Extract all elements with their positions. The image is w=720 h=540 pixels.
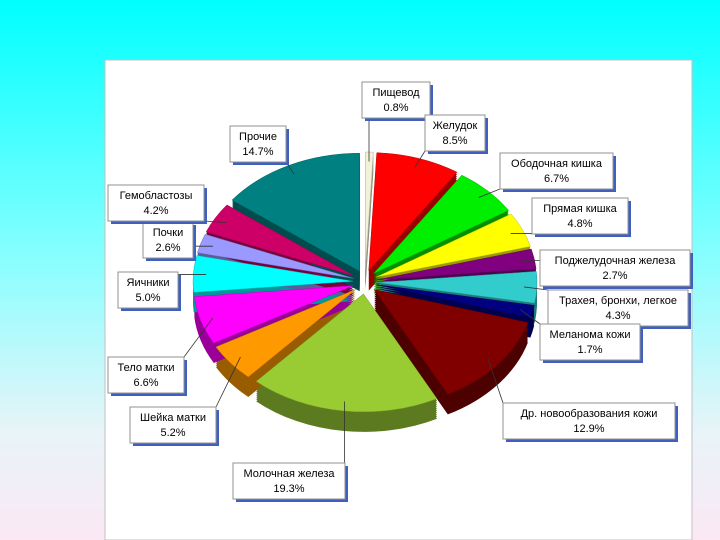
category-label: Пищевод bbox=[372, 87, 420, 99]
category-label: Меланома кожи bbox=[550, 329, 631, 341]
category-label: Прочие bbox=[239, 131, 277, 143]
leader-line bbox=[203, 220, 227, 223]
category-label: Прямая кишка bbox=[543, 203, 617, 215]
slice bbox=[375, 213, 531, 278]
label-box bbox=[107, 356, 185, 394]
slice bbox=[368, 152, 458, 272]
leader-line bbox=[487, 358, 504, 404]
leader-line bbox=[519, 309, 541, 325]
label-box bbox=[107, 184, 205, 222]
slice bbox=[205, 204, 355, 277]
category-label: Тело матки bbox=[117, 362, 174, 374]
category-label: Желудок bbox=[433, 120, 478, 132]
label-box bbox=[229, 125, 287, 163]
slice bbox=[193, 285, 354, 344]
leader-line bbox=[478, 188, 501, 198]
slice bbox=[376, 284, 535, 318]
value-label: 6.6% bbox=[133, 377, 158, 389]
label-box bbox=[142, 221, 194, 259]
category-label: Гемобластозы bbox=[120, 190, 193, 202]
value-label: 4.2% bbox=[143, 205, 168, 217]
label-box bbox=[232, 462, 346, 500]
value-label: 8.5% bbox=[442, 135, 467, 147]
category-label: Др. новообразования кожи bbox=[521, 408, 658, 420]
category-label: Шейка матки bbox=[140, 412, 206, 424]
category-label: Молочная железа bbox=[243, 468, 335, 480]
value-label: 12.9% bbox=[573, 423, 604, 435]
leader-line bbox=[215, 356, 241, 408]
slice bbox=[376, 271, 538, 304]
slice bbox=[373, 174, 510, 274]
slice bbox=[373, 289, 529, 395]
label-box bbox=[547, 289, 689, 327]
slice-depth bbox=[376, 286, 535, 320]
slice bbox=[215, 289, 356, 378]
category-label: Поджелудочная железа bbox=[555, 255, 677, 267]
leader-line bbox=[524, 286, 549, 291]
label-box bbox=[502, 402, 676, 440]
label-box bbox=[129, 406, 217, 444]
value-label: 4.3% bbox=[605, 310, 630, 322]
slice bbox=[376, 248, 537, 281]
category-label: Почки bbox=[153, 227, 183, 239]
leader-line bbox=[414, 150, 426, 168]
leader-line bbox=[183, 317, 214, 358]
label-box bbox=[361, 81, 431, 119]
slice bbox=[255, 293, 438, 413]
category-label: Трахея, бронхи, легкое bbox=[559, 295, 677, 307]
value-label: 4.8% bbox=[567, 218, 592, 230]
category-label: Ободочная кишка bbox=[511, 158, 603, 170]
value-label: 5.2% bbox=[160, 427, 185, 439]
label-box bbox=[424, 114, 486, 152]
value-label: 0.8% bbox=[383, 102, 408, 114]
value-label: 5.0% bbox=[135, 292, 160, 304]
value-label: 19.3% bbox=[273, 483, 304, 495]
slice-depth bbox=[376, 288, 535, 322]
label-box bbox=[539, 249, 691, 287]
value-label: 2.7% bbox=[602, 270, 627, 282]
value-label: 14.7% bbox=[242, 146, 273, 158]
slice bbox=[197, 234, 354, 279]
slice bbox=[192, 255, 354, 293]
label-box bbox=[539, 323, 641, 361]
value-label: 2.6% bbox=[155, 242, 180, 254]
label-box bbox=[531, 197, 629, 235]
label-box bbox=[117, 271, 179, 309]
category-label: Яичники bbox=[127, 277, 170, 289]
value-label: 1.7% bbox=[577, 344, 602, 356]
value-label: 6.7% bbox=[544, 173, 569, 185]
label-box bbox=[499, 152, 614, 190]
